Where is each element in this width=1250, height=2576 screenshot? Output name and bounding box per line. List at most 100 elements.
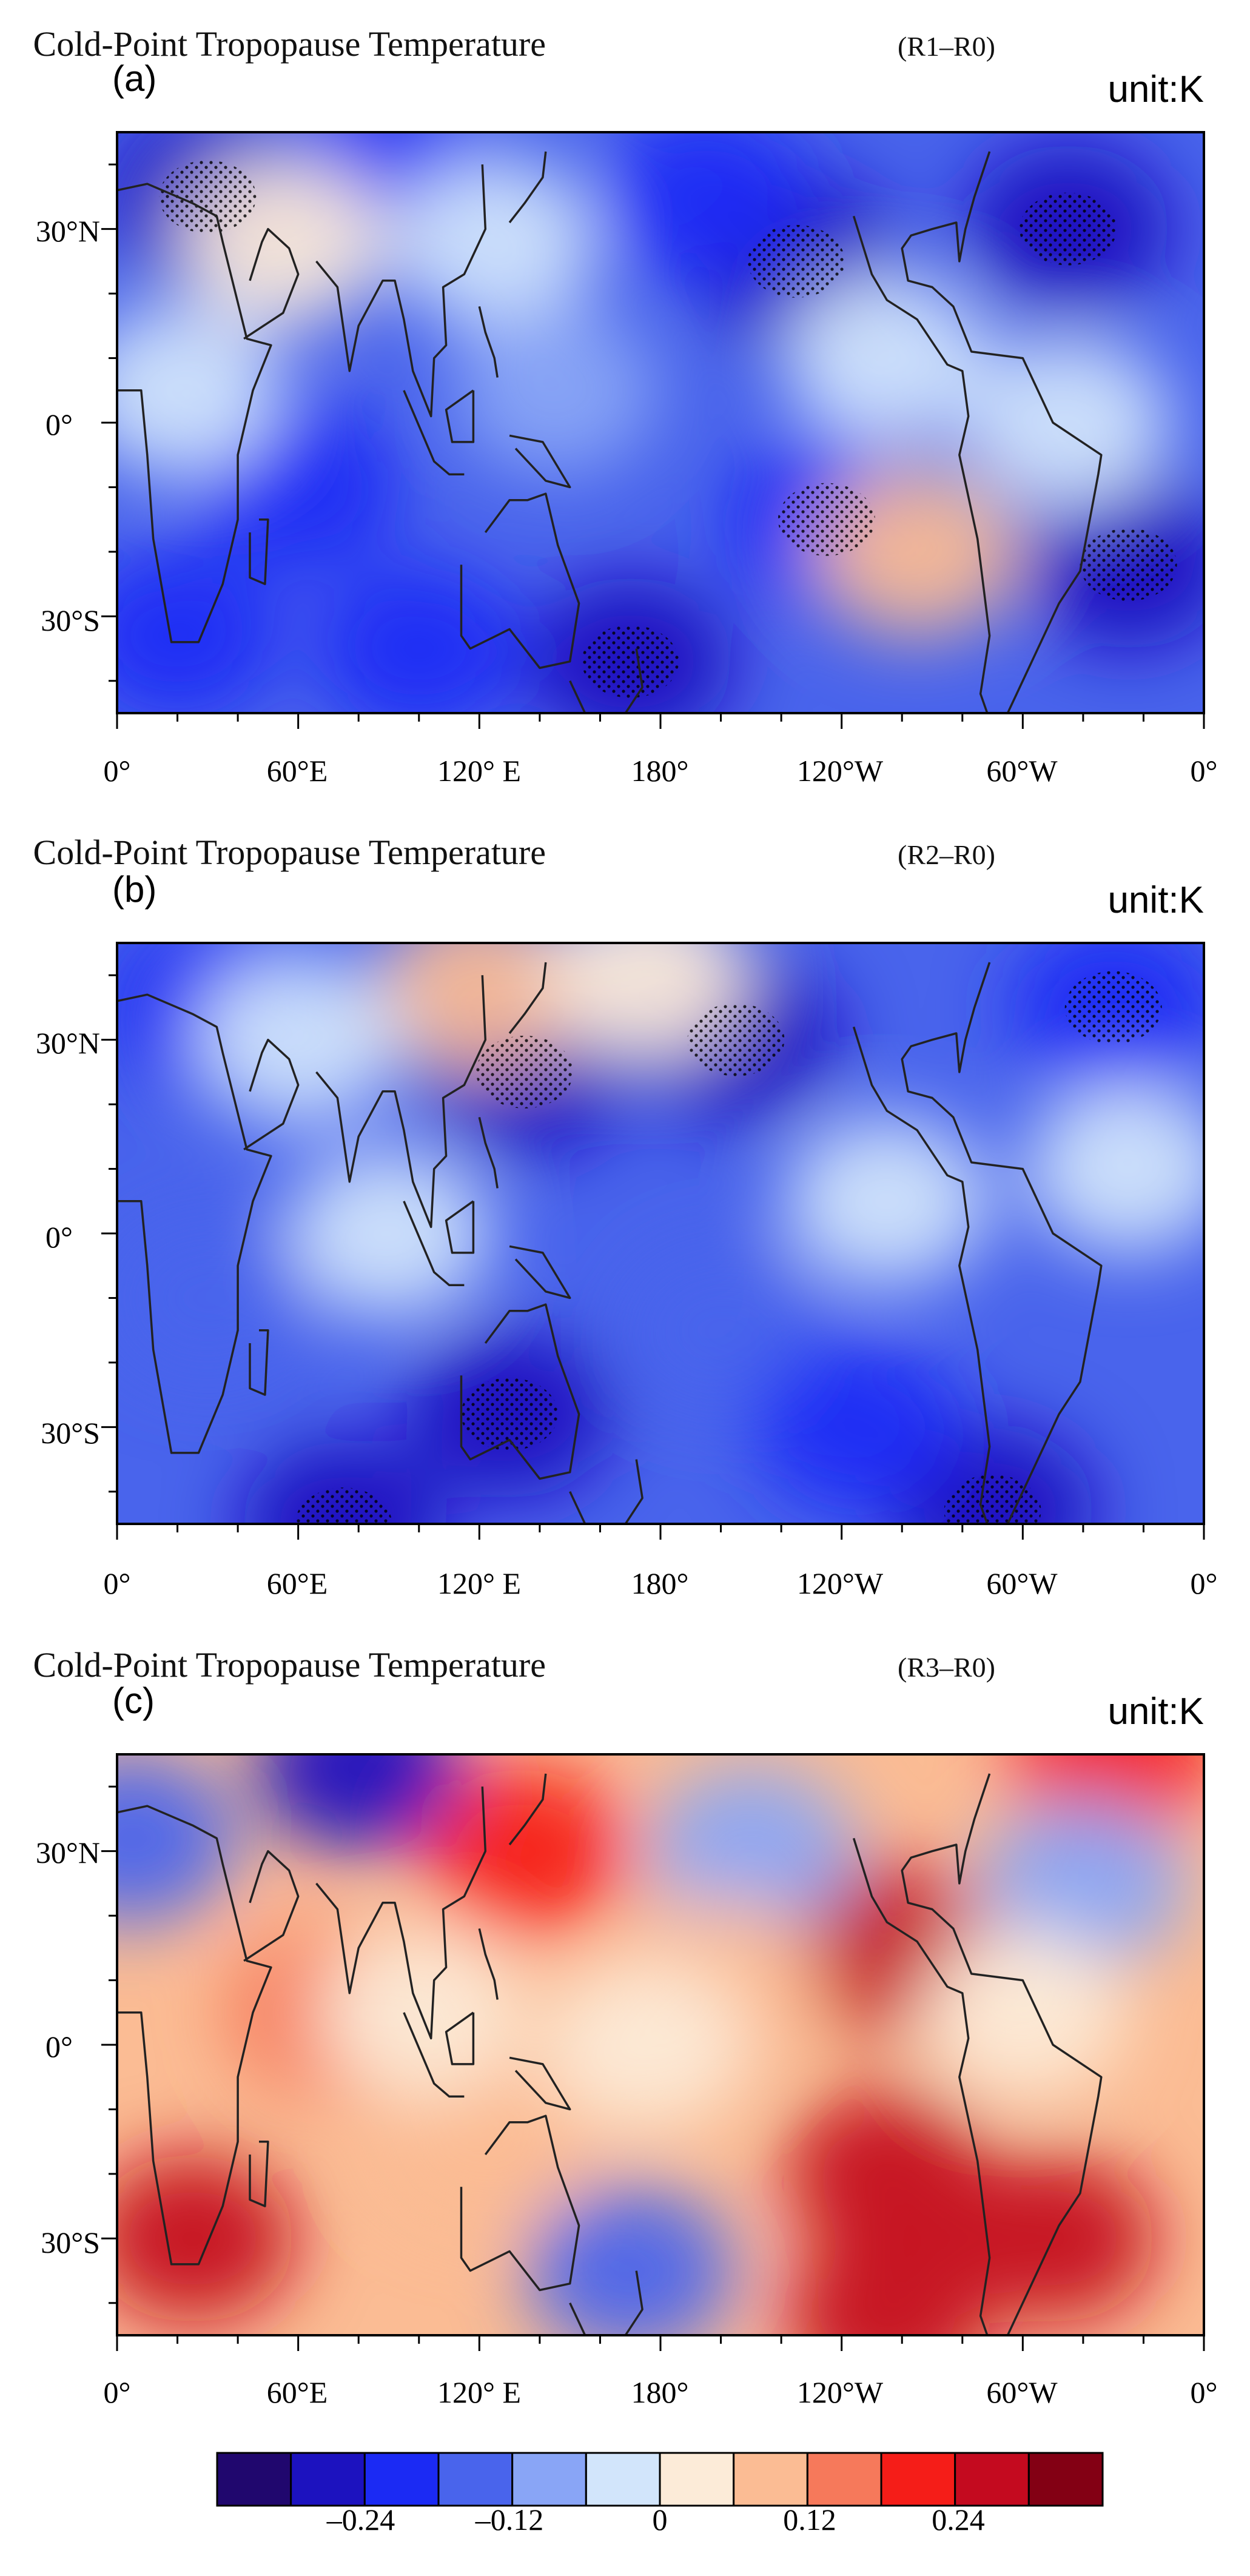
panel-a-unit: unit:K — [1107, 69, 1204, 110]
colorbar-swatch — [1027, 2452, 1104, 2507]
x-tick: 0° — [1191, 2375, 1218, 2409]
x-tick: 120°W — [797, 2375, 884, 2409]
coastline — [509, 2056, 571, 2111]
field-anomaly — [919, 1927, 1126, 2098]
y-tick: 30°N — [36, 214, 100, 248]
colorbar-swatch — [511, 2452, 587, 2507]
field-anomaly — [784, 273, 990, 443]
significance-stipple — [748, 224, 845, 298]
coastline — [117, 1805, 272, 2266]
coastline — [403, 390, 465, 475]
field-anomaly — [117, 2153, 296, 2324]
field-anomaly — [980, 1798, 1186, 1968]
field-anomaly — [315, 1927, 522, 2098]
panel-b-label: (b) — [112, 869, 156, 910]
panel-c-y-ticks: 30°N 0° 30°S — [36, 1836, 100, 2259]
panel-a-label: (a) — [112, 58, 156, 99]
y-tick: 30°N — [36, 1026, 100, 1060]
coastline — [460, 492, 580, 669]
colorbar-label: –0.24 — [326, 2503, 395, 2537]
y-tick: 30°S — [41, 2225, 100, 2259]
field-anomaly — [648, 1766, 855, 1936]
coastline — [852, 1773, 1103, 2335]
panel-a-title-tag: (R1–R0) — [898, 31, 995, 62]
coastline — [243, 1038, 300, 1151]
significance-stipple — [1020, 192, 1117, 266]
coastline — [624, 1459, 643, 1524]
colorbar-swatch — [585, 2452, 661, 2507]
panel-b-y-ticks: 30°N 0° 30°S — [36, 1026, 100, 1450]
significance-stipple — [461, 1378, 559, 1451]
coastline — [117, 183, 272, 643]
coastline — [445, 2011, 475, 2065]
panel-c-label: (c) — [112, 1680, 155, 1721]
coastline — [243, 227, 300, 340]
x-tick: 120°W — [797, 1566, 884, 1600]
x-tick: 0° — [1191, 1566, 1218, 1600]
x-tick: 60°E — [267, 754, 328, 788]
coastline — [508, 962, 547, 1035]
field-anomaly — [240, 1439, 447, 1524]
colorbar-swatches — [216, 2452, 1104, 2507]
coastline — [403, 2012, 465, 2098]
coastline — [243, 1850, 300, 1962]
panel-b: Cold-Point Tropopause Temperature (R2–R0… — [33, 833, 1218, 1600]
coastline — [249, 2140, 269, 2207]
colorbar-swatch — [880, 2452, 956, 2507]
panel-a: Cold-Point Tropopause Temperature (R1–R0… — [33, 24, 1218, 788]
y-tick: 30°S — [41, 1416, 100, 1450]
y-tick: 30°N — [36, 1836, 100, 1870]
x-tick: 120°W — [797, 754, 884, 788]
colorbar-swatch — [733, 2452, 808, 2507]
coastline — [509, 434, 571, 489]
colorbar-swatch — [290, 2452, 366, 2507]
field-anomaly — [753, 1342, 960, 1512]
significance-stipple — [778, 483, 875, 556]
field-anomaly — [422, 1766, 628, 1936]
coastline — [509, 1245, 571, 1300]
colorbar-swatch — [806, 2452, 882, 2507]
field-anomaly — [784, 2231, 990, 2335]
significance-stipple — [1080, 528, 1177, 602]
field-anomaly — [117, 1754, 235, 1924]
y-tick: 0° — [45, 2030, 73, 2064]
panel-b-title-tag: (R2–R0) — [898, 839, 995, 870]
significance-stipple — [476, 1035, 573, 1109]
coastline — [117, 993, 272, 1454]
x-tick: 60°W — [986, 1566, 1058, 1600]
x-tick: 0° — [104, 1566, 131, 1600]
field-anomaly — [965, 338, 1171, 508]
field-anomaly — [391, 156, 598, 327]
colorbar-swatch — [437, 2452, 514, 2507]
panel-c-x-ticks: 0° 60°E 120° E 180° 120°W 60°W 0° — [104, 2375, 1218, 2409]
field-anomaly — [617, 1245, 824, 1415]
x-tick: 0° — [1191, 754, 1218, 788]
field-anomaly — [117, 305, 281, 475]
x-tick: 60°E — [267, 1566, 328, 1600]
field-anomaly — [451, 305, 658, 475]
panel-a-x-ticks: 0° 60°E 120° E 180° 120°W 60°W 0° — [104, 754, 1218, 788]
coastline — [315, 1786, 487, 2040]
panel-b-x-ticks: 0° 60°E 120° E 180° 120°W 60°W 0° — [104, 1566, 1218, 1600]
field-anomaly — [195, 954, 402, 1125]
colorbar-swatch — [659, 2452, 735, 2507]
colorbar: –0.24 –0.12 0 0.12 0.24 — [216, 2452, 1104, 2537]
coastline — [569, 2303, 586, 2335]
panel-c-title-tag: (R3–R0) — [898, 1652, 995, 1683]
field-anomaly — [117, 1213, 311, 1383]
field-anomaly — [255, 1754, 462, 1853]
field-anomaly — [542, 1960, 749, 2130]
coastline — [445, 1200, 475, 1254]
x-tick: 60°E — [267, 2375, 328, 2409]
coastline — [460, 2115, 580, 2292]
x-tick: 120° E — [437, 2375, 521, 2409]
significance-stipple — [582, 625, 679, 698]
coastline — [315, 975, 487, 1229]
panel-a-title: Cold-Point Tropopause Temperature — [33, 24, 546, 64]
significance-stipple — [687, 1003, 785, 1076]
x-tick: 120° E — [437, 754, 521, 788]
panel-c: Cold-Point Tropopause Temperature (R3–R0… — [33, 1645, 1218, 2409]
coastline — [445, 389, 475, 443]
coastline — [624, 2270, 643, 2335]
